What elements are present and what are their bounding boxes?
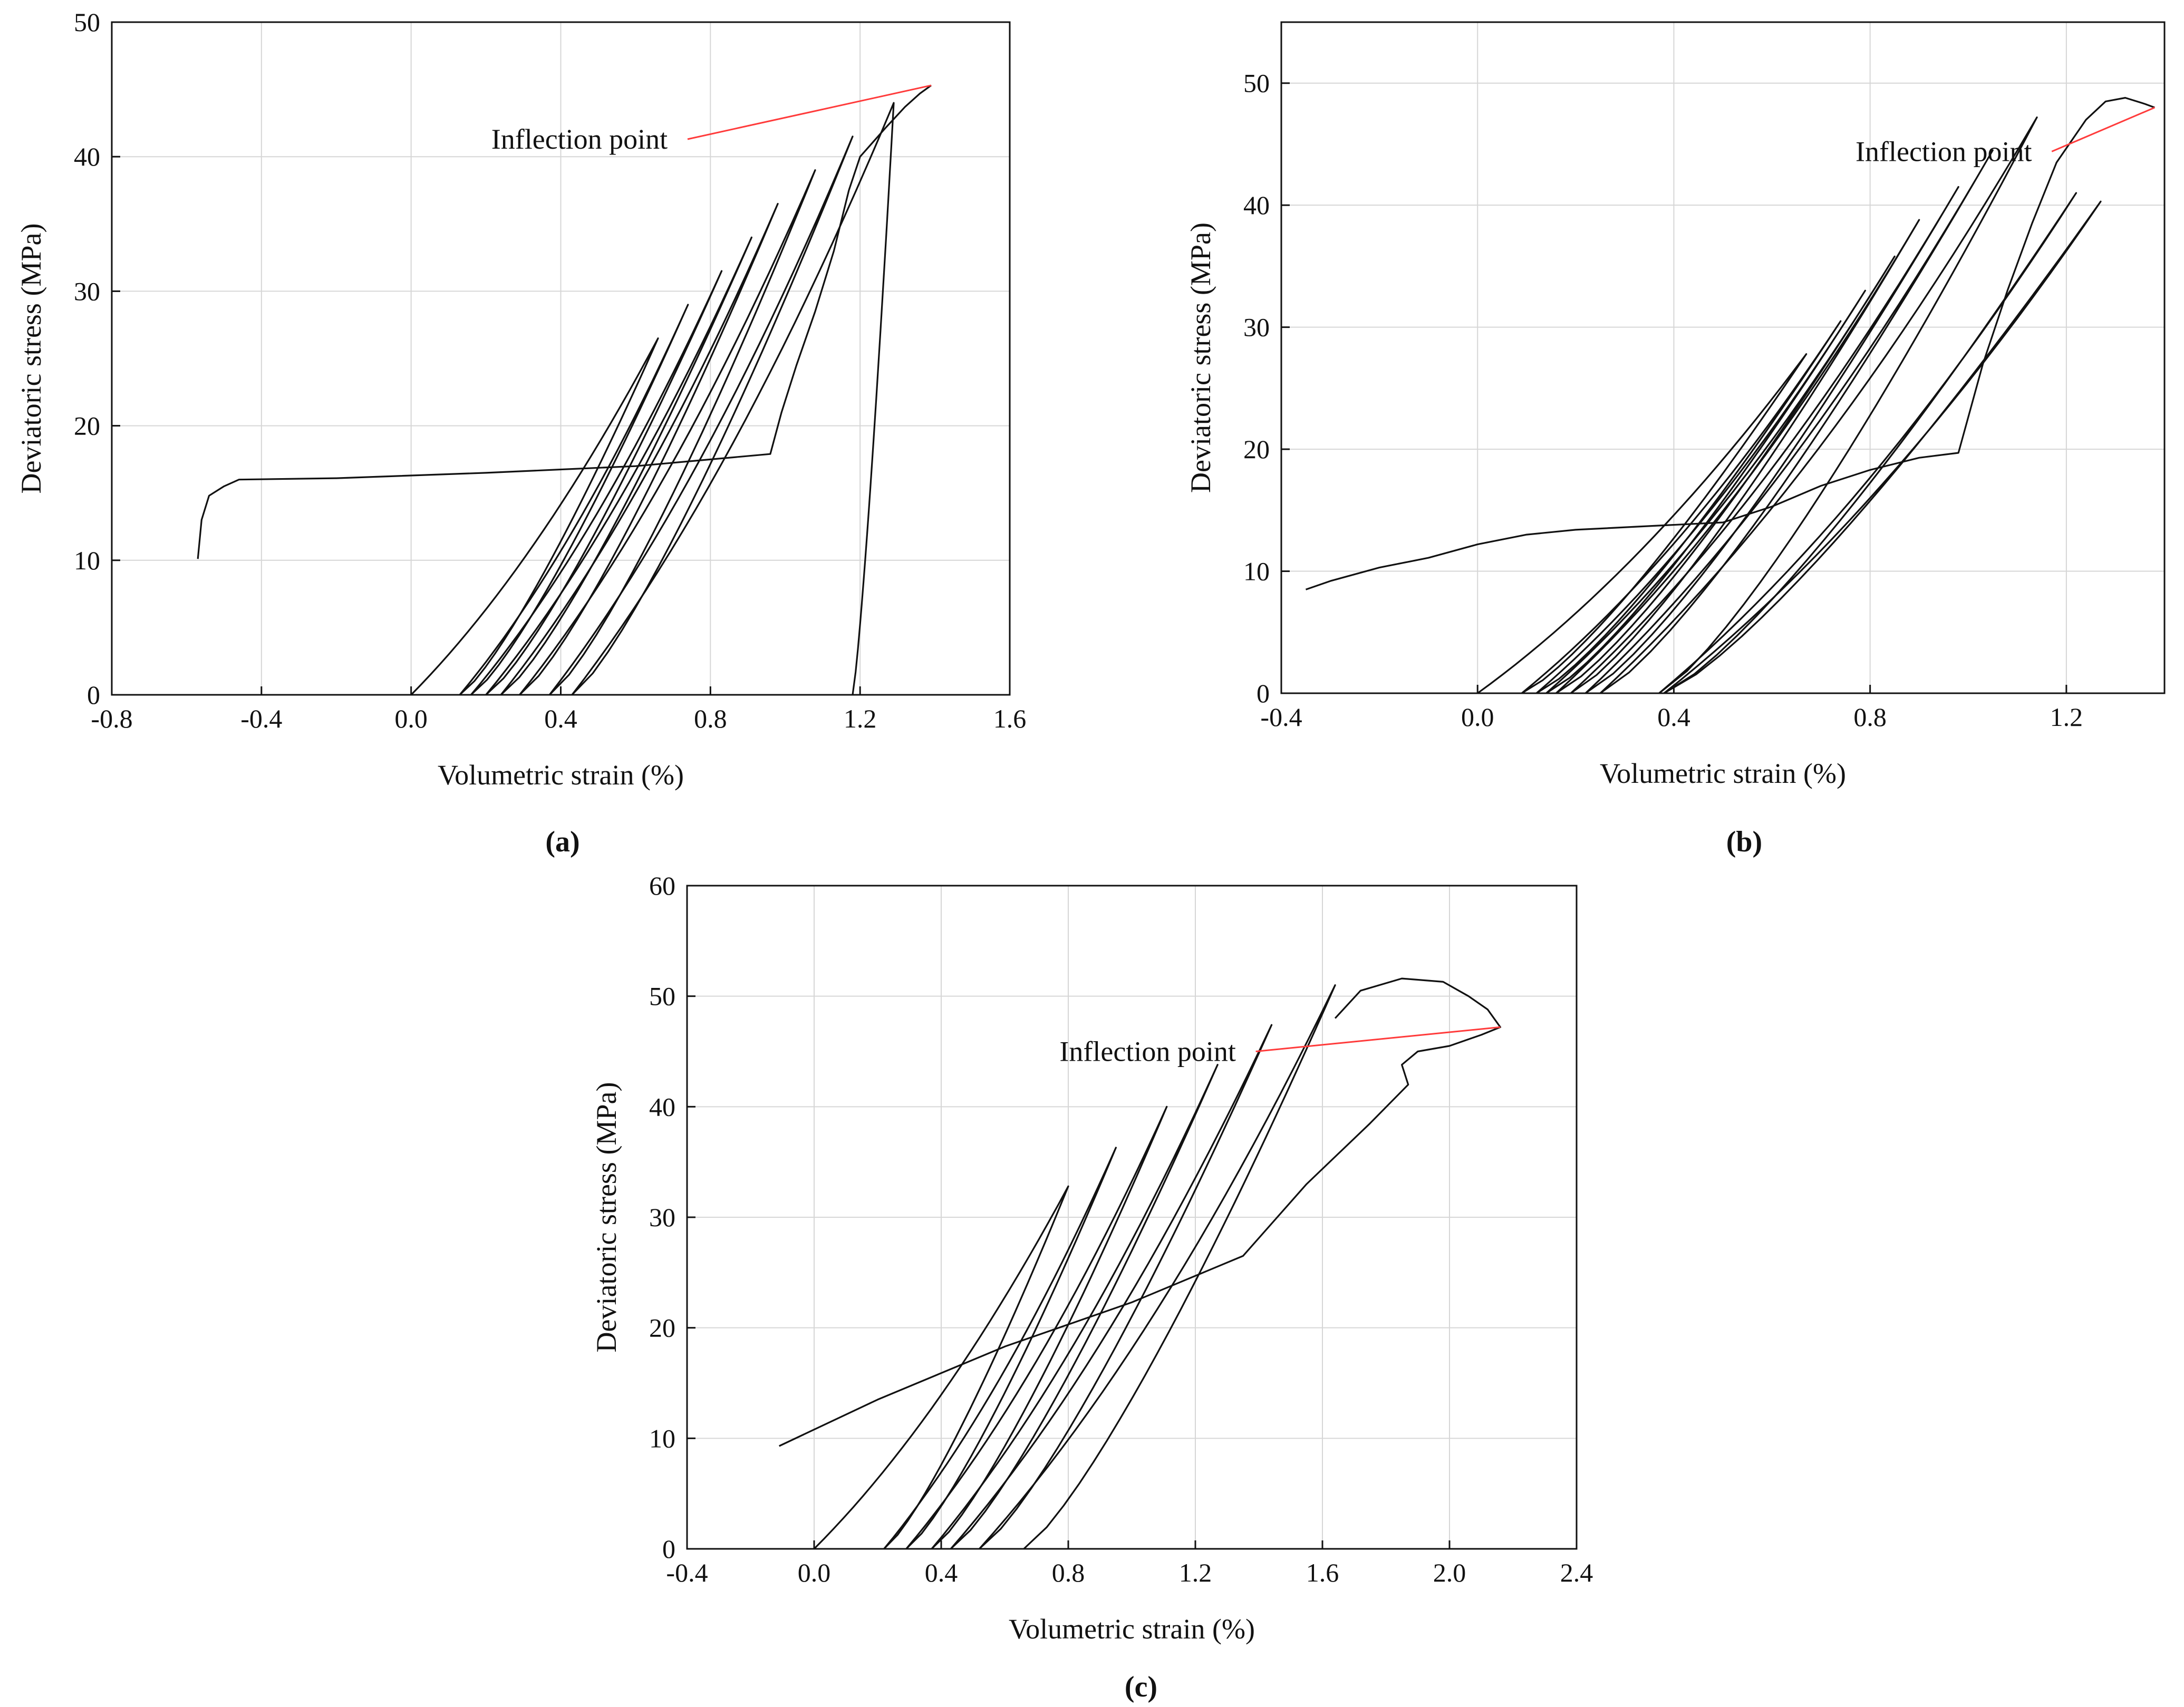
panel-b: (b) -0.4 0.0 0.4 0.8 1.2 0 10 20 30 40 50 Volumetri… [1185,21,2166,858]
hysteresis-loop [1663,200,2102,694]
y-tick-label: 50 [1243,69,1270,98]
data-layer [1305,96,2155,694]
hysteresis-loop [950,1024,1273,1550]
y-tick-label: 40 [649,1092,675,1121]
y-tick-label: 0 [87,680,100,710]
hysteresis-loop [1521,320,1842,694]
x-tick-label: 1.6 [1306,1558,1339,1587]
x-tick-label: 0.4 [925,1558,958,1587]
y-tick-label: 50 [74,7,100,37]
x-tick-label: 0.4 [1657,702,1690,732]
hysteresis-loop [485,236,753,696]
x-tick-label: 0.8 [1052,1558,1085,1587]
y-tick-label: 60 [649,871,675,900]
y-tick-label: 10 [1243,557,1270,586]
x-tick-label: 0.0 [798,1558,831,1587]
hysteresis-loop [519,169,816,696]
hysteresis-loop [410,337,659,696]
hysteresis-loop [500,202,779,696]
envelope-curve [197,84,932,559]
hysteresis-loop [548,135,854,696]
x-axis-title: Volumetric strain (%) [438,759,684,791]
x-axis-title: Volumetric strain (%) [1009,1613,1255,1645]
x-tick-label: 0.0 [1461,702,1494,732]
y-axis-title: Deviatoric stress (MPa) [15,224,47,494]
plot-frame [1280,21,2166,694]
y-tick-label: 30 [649,1202,675,1232]
panel-a: (a) -0.8 -0.4 0.0 0.4 0.8 1.2 1.6 0 10 20 30 40 50 Vo… [15,7,1026,858]
x-tick-label: 1.2 [1179,1558,1212,1587]
y-tick-label: 30 [74,276,100,306]
y-tick-label: 40 [1243,190,1270,220]
y-tick-label: 20 [1243,434,1270,464]
x-tick-label: 2.4 [1560,1558,1593,1587]
x-tick-label: 1.6 [993,704,1027,733]
panel-c: (c) -0.4 0.0 0.4 0.8 1.2 1.6 2.0 2.4 0 10 20 30 40 50… [591,871,1593,1703]
x-tick-label: 0.4 [544,704,577,733]
annotation-leader-line [687,84,932,140]
y-tick-label: 10 [649,1423,675,1453]
x-tick-label: -0.4 [240,704,282,733]
panel-label-c: (c) [1125,1671,1157,1703]
x-tick-label: 2.0 [1433,1558,1466,1587]
y-tick-label: 50 [649,982,675,1011]
x-tick-label: 1.2 [2050,702,2083,732]
hysteresis-loop [1545,255,1896,694]
y-tick-label: 20 [74,411,100,441]
x-tick-label: 1.2 [844,704,877,733]
x-tick-label: 0.8 [1853,702,1887,732]
hysteresis-loop [883,1147,1117,1550]
envelope-curve [779,977,1501,1447]
y-tick-label: 20 [649,1313,675,1343]
inflection-point-label: Inflection point [491,123,668,155]
hysteresis-loop [931,1064,1219,1550]
y-tick-label: 0 [1257,678,1270,708]
hysteresis-loop [1555,219,1920,694]
hysteresis-loop [813,1185,1069,1550]
data-layer [197,84,932,696]
hysteresis-loop [571,102,895,695]
y-axis-title: Deviatoric stress (MPa) [1185,222,1216,493]
data-layer [779,977,1501,1550]
inflection-point-label: Inflection point [1856,135,2032,167]
y-tick-label: 10 [74,546,100,575]
x-tick-label: 0.0 [394,704,428,733]
annotation-leader-line [1255,1026,1501,1052]
y-tick-label: 30 [1243,313,1270,342]
hysteresis-loop [905,1105,1168,1550]
x-tick-label: -0.4 [1260,702,1302,732]
hysteresis-loop [470,270,723,696]
x-tick-label: 0.8 [694,704,727,733]
hysteresis-loop [1599,116,2038,694]
panel-label-a: (a) [545,826,579,858]
y-tick-label: 0 [662,1534,675,1564]
x-axis-title: Volumetric strain (%) [1600,758,1846,789]
annotation-leader-line [2051,106,2155,152]
hysteresis-loop [1584,149,1994,694]
inflection-point-label: Inflection point [1059,1036,1235,1068]
x-tick-label: -0.4 [666,1558,708,1587]
envelope-curve [1305,96,2155,590]
hysteresis-loop [979,984,1336,1550]
panel-label-b: (b) [1726,826,1762,858]
y-axis-title: Deviatoric stress (MPa) [591,1082,622,1353]
y-tick-label: 40 [74,142,100,171]
hysteresis-loop [459,304,689,696]
x-tick-label: -0.8 [91,704,132,733]
hysteresis-loop [1658,192,2077,694]
